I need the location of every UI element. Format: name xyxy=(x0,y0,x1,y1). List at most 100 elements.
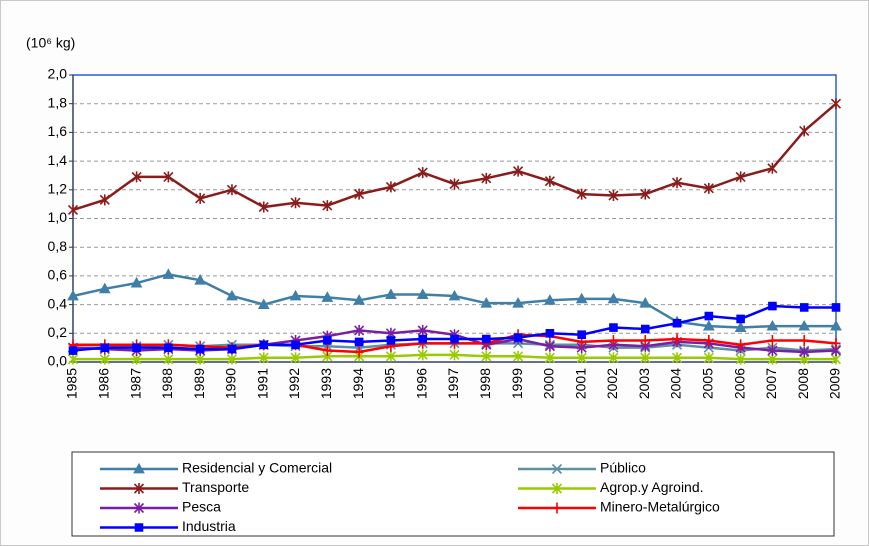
point-marker xyxy=(481,334,491,344)
point-marker xyxy=(354,346,364,358)
legend-label: Residencial y Comercial xyxy=(182,460,332,476)
y-tick-label: 0,2 xyxy=(48,324,68,340)
point-marker xyxy=(99,353,110,365)
point-marker xyxy=(767,162,778,174)
x-tick-label: 2006 xyxy=(731,368,747,399)
point-marker xyxy=(163,353,174,365)
point-marker xyxy=(386,336,396,345)
point-marker xyxy=(163,171,174,183)
point-marker xyxy=(639,297,652,308)
legend-label: Agrop.y Agroind. xyxy=(600,479,704,495)
point-marker xyxy=(736,314,745,324)
x-tick-label: 1992 xyxy=(286,368,302,399)
point-marker xyxy=(672,333,682,345)
point-marker xyxy=(448,289,461,301)
point-marker xyxy=(162,268,175,279)
y-tick-label: 2,0 xyxy=(48,66,68,82)
point-marker xyxy=(481,350,492,362)
point-marker xyxy=(354,324,365,336)
point-marker xyxy=(766,319,779,331)
y-tick-label: 0,4 xyxy=(48,295,68,311)
point-marker xyxy=(799,346,810,358)
x-tick-label: 1999 xyxy=(509,368,525,399)
y-axis-label: (10⁶ kg) xyxy=(26,35,75,51)
point-marker xyxy=(551,483,563,494)
point-marker xyxy=(418,334,428,344)
point-marker xyxy=(67,289,79,301)
point-marker xyxy=(258,201,269,213)
point-marker xyxy=(322,200,333,212)
point-marker xyxy=(480,297,493,308)
point-marker xyxy=(703,352,714,364)
point-marker xyxy=(671,352,683,364)
point-marker xyxy=(545,329,555,338)
point-marker xyxy=(321,291,334,302)
point-marker xyxy=(164,343,173,352)
point-marker xyxy=(291,340,300,350)
point-marker xyxy=(640,324,650,334)
x-tick-label: 1997 xyxy=(445,368,461,399)
x-tick-label: 1998 xyxy=(477,368,493,399)
point-marker xyxy=(552,502,562,514)
x-tick-label: 2007 xyxy=(763,368,779,399)
point-marker xyxy=(640,188,651,200)
legend-label: Industria xyxy=(182,518,236,534)
point-marker xyxy=(799,303,809,312)
point-marker xyxy=(449,178,460,190)
x-tick-label: 1988 xyxy=(159,368,175,399)
point-marker xyxy=(417,167,428,179)
point-marker xyxy=(354,337,364,347)
point-marker xyxy=(544,340,555,352)
point-marker xyxy=(640,352,651,364)
point-marker xyxy=(799,125,810,137)
point-marker xyxy=(513,333,523,342)
point-marker xyxy=(640,334,650,346)
point-marker xyxy=(227,344,237,354)
point-marker xyxy=(449,349,460,361)
point-marker xyxy=(830,319,842,331)
point-marker xyxy=(290,352,301,364)
point-marker xyxy=(798,319,811,331)
point-marker xyxy=(195,192,206,204)
point-marker xyxy=(416,288,429,299)
x-tick-label: 1989 xyxy=(191,368,207,399)
point-marker xyxy=(608,352,619,364)
point-marker xyxy=(544,352,555,364)
point-marker xyxy=(575,292,588,304)
point-marker xyxy=(130,276,143,288)
point-marker xyxy=(513,165,524,177)
point-marker xyxy=(704,311,714,321)
legend-label: Minero-Metalúrgico xyxy=(600,499,720,515)
point-marker xyxy=(68,346,78,355)
x-tick-label: 1990 xyxy=(223,368,239,399)
point-marker xyxy=(322,345,332,357)
point-marker xyxy=(702,319,715,331)
point-marker xyxy=(736,339,746,351)
x-tick-label: 1985 xyxy=(64,368,80,399)
point-marker xyxy=(194,274,207,285)
point-marker xyxy=(734,321,747,332)
y-tick-label: 1,8 xyxy=(48,94,68,110)
point-marker xyxy=(608,334,618,346)
point-marker xyxy=(353,294,365,305)
point-marker xyxy=(544,294,556,305)
point-marker xyxy=(513,350,524,362)
x-tick-label: 2005 xyxy=(700,368,716,399)
point-marker xyxy=(735,171,746,183)
point-marker xyxy=(354,188,365,200)
y-tick-label: 0,0 xyxy=(48,353,68,369)
point-marker xyxy=(450,334,459,344)
x-tick-label: 2001 xyxy=(572,368,588,399)
point-marker xyxy=(607,292,620,304)
x-tick-label: 2009 xyxy=(827,368,843,399)
x-tick-label: 1991 xyxy=(254,368,270,399)
x-tick-label: 2008 xyxy=(795,368,811,399)
x-tick-label: 2004 xyxy=(668,368,684,399)
point-marker xyxy=(133,483,145,494)
point-marker xyxy=(131,171,142,183)
x-tick-label: 1995 xyxy=(382,368,398,399)
point-marker xyxy=(576,188,587,200)
point-marker xyxy=(385,181,396,193)
y-tick-label: 1,6 xyxy=(48,123,68,139)
